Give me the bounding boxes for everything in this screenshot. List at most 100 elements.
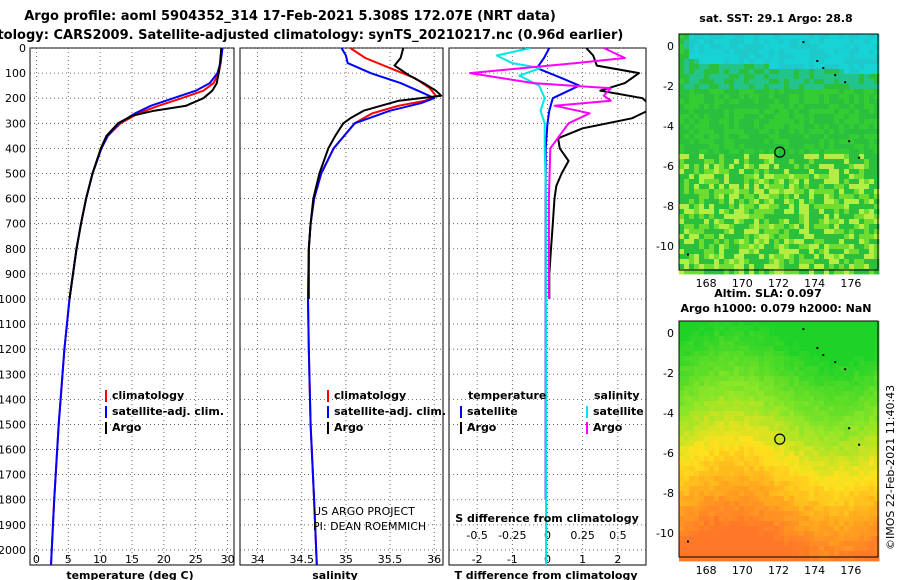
map-cell	[804, 224, 810, 230]
map-cell	[859, 551, 865, 557]
map-cell	[874, 541, 880, 547]
map-cell	[729, 346, 735, 352]
map-cell	[694, 39, 700, 45]
map-cell	[764, 491, 770, 497]
map-cell	[704, 476, 710, 482]
map-cell	[729, 461, 735, 467]
map-cell	[724, 239, 730, 245]
map-cell	[819, 361, 825, 367]
map-cell	[824, 421, 830, 427]
map-cell	[759, 506, 765, 512]
map-cell	[859, 264, 865, 270]
map-cell	[829, 446, 835, 452]
map-cell	[779, 416, 785, 422]
depth-tick-label: 400	[5, 142, 26, 155]
map-cell	[824, 451, 830, 457]
map-cell	[844, 556, 850, 562]
map-cell	[829, 501, 835, 507]
map-cell	[839, 34, 845, 40]
map-cell	[744, 541, 750, 547]
map-cell	[749, 326, 755, 332]
map-cell	[819, 159, 825, 165]
map-cell	[869, 109, 875, 115]
map-cell	[789, 249, 795, 255]
map-cell	[869, 351, 875, 357]
map-cell	[744, 229, 750, 235]
map-cell	[699, 244, 705, 250]
map-cell	[774, 54, 780, 60]
map-cell	[824, 249, 830, 255]
map-cell	[764, 426, 770, 432]
map-cell	[829, 381, 835, 387]
map-cell	[729, 179, 735, 185]
map-cell	[699, 506, 705, 512]
map-cell	[699, 381, 705, 387]
map-cell	[864, 79, 870, 85]
map-cell	[789, 169, 795, 175]
map-cell	[869, 331, 875, 337]
map-cell	[759, 149, 765, 155]
map-cell	[779, 49, 785, 55]
map-cell	[804, 139, 810, 145]
map-cell	[774, 179, 780, 185]
map-cell	[819, 214, 825, 220]
map-cell	[754, 486, 760, 492]
map-cell	[824, 199, 830, 205]
map-cell	[829, 254, 835, 260]
map-cell	[729, 436, 735, 442]
map-cell	[719, 416, 725, 422]
map-cell	[689, 229, 695, 235]
map-cell	[859, 244, 865, 250]
map-cell	[859, 451, 865, 457]
map-cell	[824, 119, 830, 125]
island-speck	[686, 540, 689, 543]
map-cell	[754, 421, 760, 427]
map-cell	[784, 99, 790, 105]
map-cell	[724, 356, 730, 362]
map-cell	[724, 381, 730, 387]
map-cell	[744, 264, 750, 270]
map-cell	[784, 164, 790, 170]
map-cell	[774, 521, 780, 527]
map-cell	[804, 39, 810, 45]
map-cell	[774, 431, 780, 437]
map-cell	[814, 119, 820, 125]
map-cell	[744, 346, 750, 352]
map-cell	[789, 456, 795, 462]
map-cell	[764, 496, 770, 502]
map-cell	[869, 476, 875, 482]
map-cell	[729, 441, 735, 447]
map-cell	[809, 44, 815, 50]
map-cell	[719, 214, 725, 220]
map-cell	[769, 229, 775, 235]
map-cell	[704, 366, 710, 372]
map-cell	[779, 74, 785, 80]
map-cell	[834, 531, 840, 537]
map-cell	[759, 536, 765, 542]
map-cell	[694, 249, 700, 255]
map-cell	[679, 426, 685, 432]
map-cell	[804, 264, 810, 270]
map-cell	[819, 74, 825, 80]
map-cell	[809, 446, 815, 452]
map-cell	[699, 476, 705, 482]
map-cell	[859, 269, 865, 275]
map-cell	[709, 506, 715, 512]
map-cell	[764, 526, 770, 532]
map-cell	[844, 64, 850, 70]
map-cell	[744, 54, 750, 60]
map-cell	[769, 391, 775, 397]
map-cell	[714, 144, 720, 150]
map-cell	[749, 526, 755, 532]
map-cell	[874, 224, 880, 230]
map-cell	[714, 431, 720, 437]
map-cell	[739, 169, 745, 175]
map-cell	[704, 204, 710, 210]
map-cell	[769, 546, 775, 552]
map-cell	[754, 164, 760, 170]
map-cell	[854, 436, 860, 442]
map-cell	[859, 209, 865, 215]
map-cell	[839, 159, 845, 165]
map-cell	[704, 124, 710, 130]
map-cell	[694, 376, 700, 382]
